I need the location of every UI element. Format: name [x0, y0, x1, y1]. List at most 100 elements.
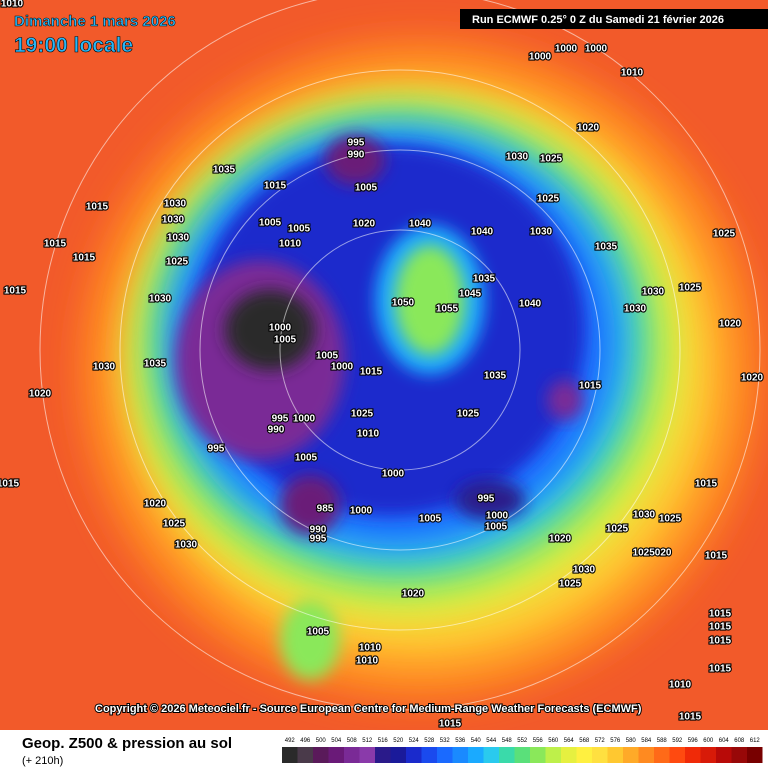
colorbar-label: 528 — [424, 738, 435, 744]
isobar-label: 1030 — [530, 227, 553, 238]
isobar-label: 1000 — [555, 44, 578, 55]
colorbar-label: 592 — [672, 738, 683, 744]
isobar-label: 1025 — [559, 579, 582, 590]
time: 19:00 locale — [14, 34, 133, 57]
colorbar-label: 572 — [595, 738, 606, 744]
colorbar-label: 524 — [409, 738, 420, 744]
colorbar-swatch — [468, 747, 484, 763]
colorbar-label: 576 — [610, 738, 621, 744]
isobar-label: 1025 — [537, 194, 560, 205]
colorbar-swatch — [731, 747, 747, 763]
copyright: Copyright © 2026 Meteociel.fr - Source E… — [95, 703, 642, 715]
isobar-label: 1030 — [642, 287, 665, 298]
isobar-label: 995 — [272, 414, 289, 425]
isobar-label: 1015 — [360, 367, 383, 378]
isobar-label: 1025 — [457, 409, 480, 420]
isobar-label: 1020 — [719, 319, 742, 330]
colorbar-label: 532 — [440, 738, 451, 744]
isobar-label: 1010 — [359, 643, 382, 654]
colorbar-swatch — [669, 747, 685, 763]
colorbar-swatch — [576, 747, 592, 763]
colorbar-swatch — [437, 747, 453, 763]
colorbar-swatch — [654, 747, 670, 763]
colorbar-swatch — [313, 747, 329, 763]
isobar-label: 1045 — [459, 289, 482, 300]
isobar-label: 1005 — [485, 522, 508, 533]
isobar-label: 1010 — [1, 0, 24, 10]
colorbar-swatch — [499, 747, 515, 763]
colorbar-swatch — [530, 747, 546, 763]
colorbar-swatch — [483, 747, 499, 763]
isobar-label: 990 — [348, 150, 365, 161]
isobar-label: 1015 — [44, 239, 67, 250]
isobar-label: 1020 — [577, 123, 600, 134]
isobar-label: 1035 — [473, 274, 496, 285]
isobar-label: 1040 — [409, 219, 432, 230]
isobar-label: 1025 — [606, 524, 629, 535]
colorbar-swatch — [390, 747, 406, 763]
colorbar-label: 608 — [734, 738, 745, 744]
isobar-label: 1015 — [4, 286, 27, 297]
isobar-label: 1025 — [163, 519, 186, 530]
colorbar-label: 580 — [626, 738, 637, 744]
run: Run ECMWF 0.25° 0 Z du Samedi 21 février… — [472, 14, 724, 26]
isobar-label: 1000 — [293, 414, 316, 425]
colorbar-label: 588 — [657, 738, 668, 744]
colorbar-label: 504 — [331, 738, 342, 744]
colorbar-swatch — [406, 747, 422, 763]
colorbar-swatch — [359, 747, 375, 763]
isobar-label: 995 — [208, 444, 225, 455]
colorbar-swatch — [328, 747, 344, 763]
isobar-label: 1020 — [144, 499, 167, 510]
colorbar-label: 540 — [471, 738, 482, 744]
colorbar-label: 560 — [548, 738, 559, 744]
colorbar-label: 492 — [285, 738, 296, 744]
colorbar-swatch — [747, 747, 763, 763]
colorbar-label: 604 — [719, 738, 730, 744]
isobar-label: 1005 — [295, 453, 318, 464]
colorbar-label: 512 — [362, 738, 373, 744]
colorbar-label: 584 — [641, 738, 652, 744]
colorbar-swatch — [421, 747, 437, 763]
footer-lead: (+ 210h) — [22, 755, 63, 767]
colorbar-swatch — [685, 747, 701, 763]
isobar-label: 1015 — [709, 636, 732, 647]
isobar-label: 1010 — [356, 656, 379, 667]
isobar-label: 985 — [317, 504, 334, 515]
colorbar-swatch — [344, 747, 360, 763]
date: Dimanche 1 mars 2026 — [14, 13, 176, 30]
isobar-label: 1025 — [679, 283, 702, 294]
colorbar-swatch — [700, 747, 716, 763]
isobar-label: 995 — [348, 138, 365, 149]
colorbar-swatch — [282, 747, 298, 763]
isobar-label: 1020 — [741, 373, 764, 384]
colorbar-label: 508 — [347, 738, 358, 744]
isobar-label: 1005 — [259, 218, 282, 229]
isobar-label: 1015 — [439, 719, 462, 730]
isobar-label: 1010 — [621, 68, 644, 79]
colorbar-swatch — [545, 747, 561, 763]
colorbar: 492 496 500 504 508 512 516 520 524 528 532 536 540 5… — [282, 738, 763, 763]
isobar-label: 1020 — [549, 534, 572, 545]
isobar-label: 1005 — [419, 514, 442, 525]
colorbar-swatch — [561, 747, 577, 763]
colorbar-swatch — [716, 747, 732, 763]
colorbar-label: 496 — [300, 738, 311, 744]
isobar-label: 1015 — [705, 551, 728, 562]
isobar-label: 1030 — [162, 215, 185, 226]
colorbar-swatch — [297, 747, 313, 763]
isobar-label: 1030 — [506, 152, 529, 163]
isobar-label: 1005 — [307, 627, 330, 638]
isobar-label: 1020 — [29, 389, 52, 400]
isobar-label: 1030 — [93, 362, 116, 373]
isobar-label: 1000 — [585, 44, 608, 55]
run-box — [460, 9, 768, 29]
isobar-label: 1030 — [167, 233, 190, 244]
colorbar-label: 556 — [533, 738, 544, 744]
isobar-label: 1030 — [149, 294, 172, 305]
isobar-label: 1025 — [540, 154, 563, 165]
isobar-label: 1000 — [382, 469, 405, 480]
